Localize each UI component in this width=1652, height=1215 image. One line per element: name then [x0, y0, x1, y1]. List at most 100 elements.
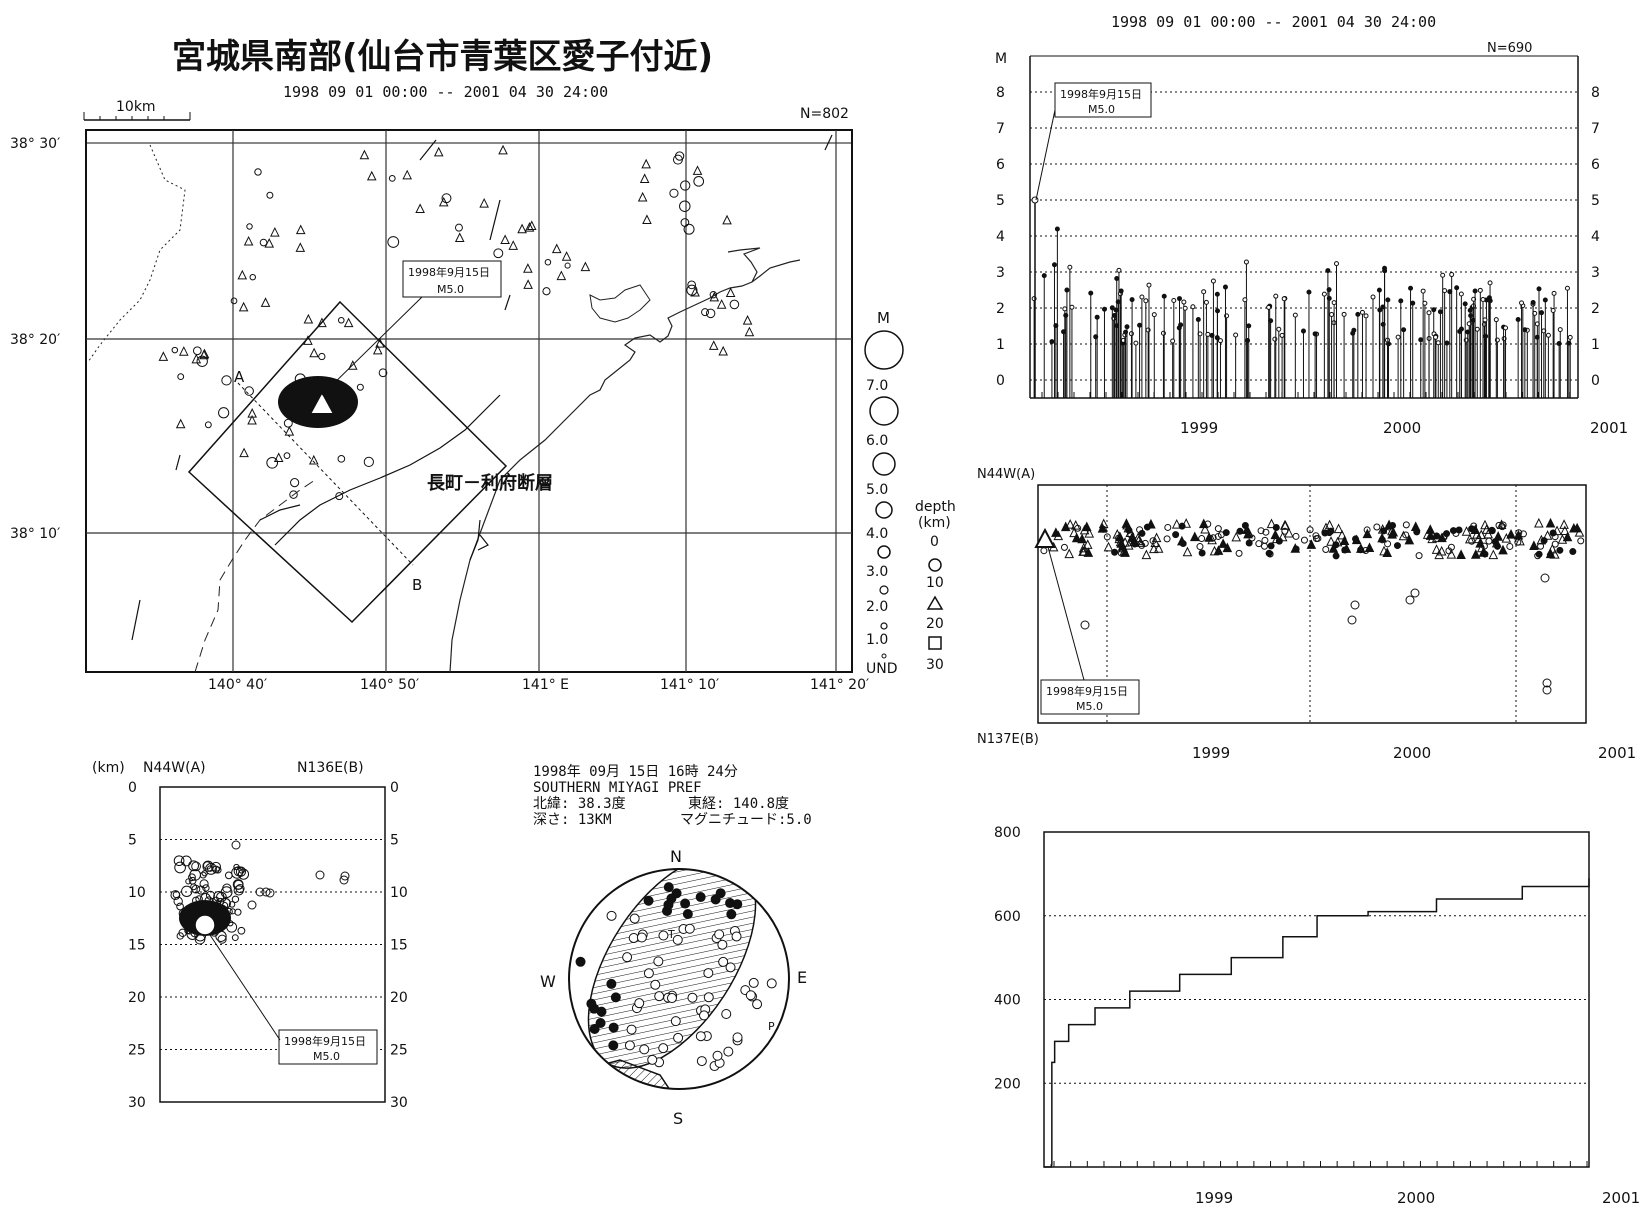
mt-y-tick-0: 0: [996, 373, 1005, 389]
fm-polarity: [663, 882, 674, 893]
mag-legend-circle-6: [869, 396, 899, 426]
fm-polarity: [731, 931, 742, 942]
st-event: [1177, 535, 1187, 546]
st-event: [1569, 522, 1579, 533]
mt-x-2001: 2001: [1590, 419, 1628, 437]
mt-point: [1281, 296, 1287, 302]
mt-point: [1094, 314, 1100, 320]
cs-y-tick-right-10: 10: [390, 885, 408, 901]
st-event: [1097, 522, 1108, 533]
map-event-22: [493, 248, 504, 259]
st-event: [1082, 539, 1093, 549]
mt-point: [1355, 311, 1361, 317]
fm-polarity: [725, 898, 736, 909]
st-main-shock-marker: [1034, 527, 1056, 548]
mt-main-shock-point: [1031, 196, 1039, 204]
mt-y-label: M: [995, 51, 1007, 67]
st-annotation-date: 1998年9月15日: [1046, 684, 1128, 698]
cs-event: [174, 861, 186, 874]
st-event: [1209, 534, 1217, 542]
mag-legend-und: UND: [866, 661, 898, 677]
fm-axis-p: P: [768, 1020, 775, 1033]
st-event: [1146, 518, 1156, 529]
fm-polarity: [608, 1040, 619, 1051]
fm-polarity: [610, 992, 621, 1003]
mt-point: [1433, 334, 1439, 340]
mt-annotation-date: 1998年9月15日: [1060, 87, 1142, 101]
mt-point: [1483, 333, 1489, 339]
st-event: [1138, 529, 1146, 537]
st-event: [1065, 519, 1076, 529]
mt-point: [1245, 338, 1251, 344]
mt-point: [1214, 291, 1220, 297]
mt-point: [1268, 318, 1274, 324]
st-event: [1267, 542, 1275, 550]
st-event: [1535, 550, 1543, 558]
mt-point: [1182, 305, 1188, 311]
section-region: [187, 300, 508, 624]
fm-polarity: [650, 979, 661, 990]
mt-point: [1203, 299, 1209, 305]
mt-point: [1124, 324, 1130, 330]
map-event-60: [709, 291, 718, 299]
map-event-69: [686, 284, 698, 296]
map-event-91: [318, 352, 326, 361]
st-event: [1447, 543, 1455, 551]
st-event: [1266, 518, 1277, 529]
mt-point: [1480, 297, 1486, 303]
fm-polarity: [622, 952, 633, 963]
mt-point: [1160, 330, 1166, 336]
mt-y-tick-right-7: 7: [1591, 121, 1600, 137]
mt-point: [1114, 276, 1120, 282]
mt-point: [1539, 310, 1545, 316]
map-event-65: [701, 308, 710, 317]
mt-point: [1350, 330, 1356, 336]
mt-point: [1215, 308, 1221, 314]
fm-polarity: [748, 977, 759, 988]
st-x-2001: 2001: [1598, 744, 1636, 762]
st-event: [1341, 543, 1352, 553]
cs-y-tick-right-30: 30: [390, 1095, 408, 1111]
mt-point: [1041, 273, 1047, 279]
st-event: [1120, 536, 1130, 547]
mt-y-tick-8: 8: [996, 85, 1005, 101]
map-event-27: [438, 196, 449, 207]
map-period: 1998 09 01 00:00 -- 2001 04 30 24:00: [283, 83, 608, 101]
map-event-79: [335, 492, 344, 501]
mt-count: N=690: [1487, 41, 1532, 56]
map-event-92: [347, 360, 358, 370]
st-event: [1292, 532, 1300, 540]
cs-event: [185, 878, 192, 885]
fm-polarity: [723, 1046, 734, 1057]
bay-outline: [589, 284, 651, 323]
mt-point: [1205, 331, 1211, 337]
mt-point: [1408, 285, 1414, 291]
map-event-8: [259, 238, 268, 247]
st-event: [1550, 549, 1560, 559]
mt-y-tick-right-6: 6: [1591, 157, 1600, 173]
map-event-62: [708, 340, 719, 350]
st-event: [1373, 523, 1381, 531]
map-event-40: [192, 346, 202, 356]
cs-event: [231, 934, 239, 942]
st-outlier: [1542, 685, 1552, 695]
scale-bar: 10km: [83, 99, 191, 121]
fm-polarity: [647, 1054, 658, 1065]
mt-point: [1536, 286, 1542, 292]
map-event-107: [508, 240, 519, 250]
cs-event: [214, 866, 222, 874]
fm-polarity: [596, 1006, 607, 1017]
map-event-28: [244, 386, 254, 396]
cs-y-tick-25: 25: [128, 1043, 146, 1059]
st-event: [1377, 532, 1387, 543]
cs-event: [233, 879, 244, 890]
st-event: [1200, 523, 1210, 534]
mt-point: [1454, 285, 1460, 291]
mt-point: [1067, 264, 1073, 270]
mt-y-tick-right-4: 4: [1591, 229, 1600, 245]
mt-annotation-leader: [1035, 109, 1056, 201]
mt-point: [1233, 332, 1239, 338]
cs-event: [176, 932, 184, 940]
map-event-52: [674, 151, 685, 161]
